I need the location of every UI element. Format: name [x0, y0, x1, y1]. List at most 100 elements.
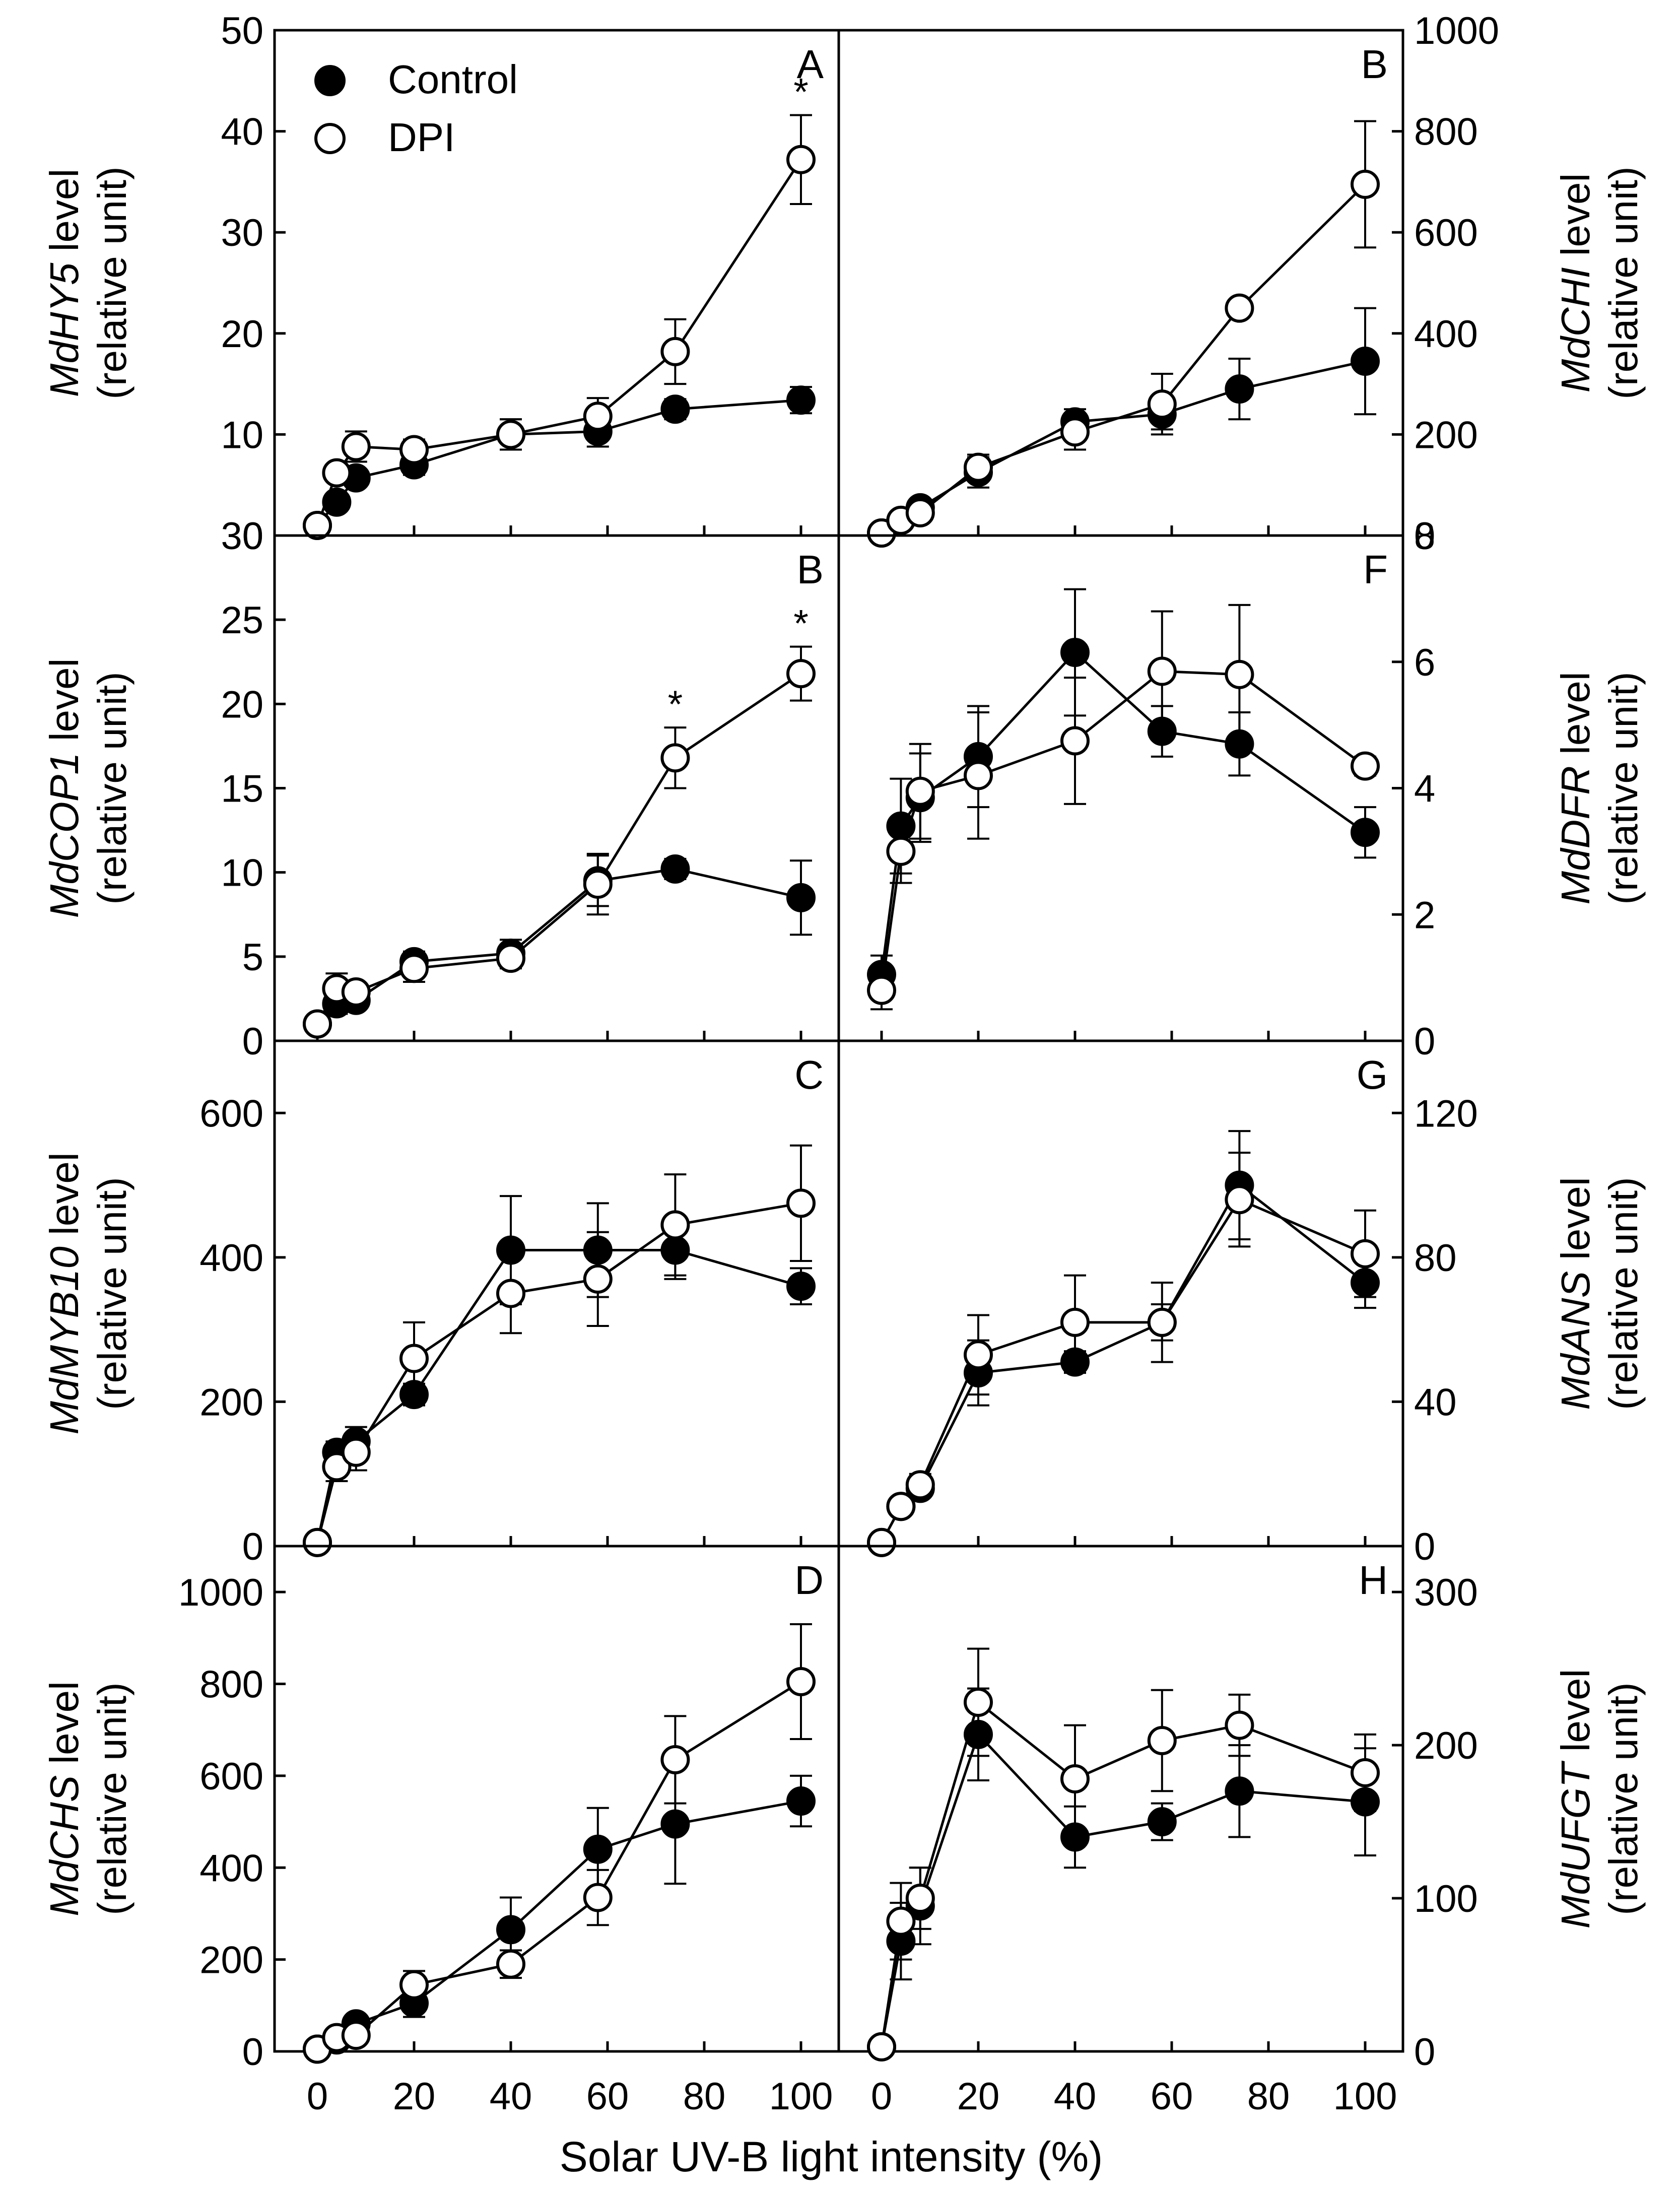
y-axis-label: MdCOP1 level	[42, 658, 87, 918]
legend-control-label: Control	[388, 57, 518, 102]
y-axis-label-gene: MdANS	[1553, 1271, 1598, 1410]
series-line	[316, 1680, 802, 2050]
x-tick-label: 60	[1151, 2075, 1193, 2118]
panel-frame	[837, 29, 1404, 537]
y-tick-label: 30	[221, 515, 263, 558]
legend-dpi-marker	[314, 123, 346, 154]
y-axis-label-unit: (relative unit)	[1601, 1177, 1646, 1410]
y-tick-label: 8	[1414, 515, 1435, 558]
y-tick-label: 4	[1414, 768, 1435, 811]
y-axis-label-suffix: level	[1553, 1669, 1598, 1763]
legend-dpi-label: DPI	[388, 115, 455, 160]
data-point	[496, 420, 525, 449]
series-line	[316, 398, 801, 526]
x-tick-label: 80	[683, 2075, 726, 2118]
data-point	[322, 1452, 352, 1482]
data-point	[660, 394, 690, 424]
y-tick-label: 1000	[178, 1571, 263, 1614]
data-point	[1060, 726, 1090, 756]
data-point	[1147, 656, 1177, 686]
y-tick-label: 30	[221, 212, 263, 254]
data-point	[322, 458, 352, 488]
data-point	[964, 452, 993, 482]
panel-h-mdufgt: 0 100 200 300 MdUFGT level (relative unit) H	[837, 1545, 1646, 2074]
panel-letter: B	[1361, 42, 1388, 87]
y-tick-label: 10	[221, 414, 263, 456]
panel-c-mdmyb10: 0 200 400 600 MdMYB10 level (relative unit) C	[42, 1039, 840, 1568]
series-dpi	[303, 1623, 816, 2064]
panel-f-mddfr: 0 2 4 6 8 MdDFR level (relative unit) F	[837, 515, 1646, 1063]
y-tick-label: 15	[221, 768, 263, 811]
data-point	[867, 975, 896, 1005]
panel-g-mdans: 0 40 80 120 MdANS level (relative unit) G	[837, 1039, 1646, 1568]
data-point	[1351, 1758, 1380, 1787]
y-axis-label: MdCHI level	[1553, 173, 1598, 393]
y-tick-label: 600	[199, 1092, 263, 1135]
y-axis-label-gene: MdCOP1	[42, 752, 87, 918]
y-axis-label-unit: (relative unit)	[90, 1177, 135, 1410]
data-point	[399, 1344, 429, 1373]
series-dpi	[867, 1152, 1380, 1557]
data-point	[660, 1210, 690, 1240]
data-point	[341, 977, 371, 1007]
y-tick-label: 0	[1414, 1525, 1435, 1568]
data-point	[1147, 1807, 1177, 1837]
data-point	[1147, 389, 1177, 419]
data-point	[496, 944, 525, 973]
data-point	[867, 2032, 896, 2061]
x-axis-label: Solar UV-B light intensity (%)	[560, 2133, 1103, 2180]
y-axis-label-suffix: level	[42, 658, 87, 753]
significance-marker: *	[668, 683, 683, 726]
data-point	[1351, 751, 1380, 781]
y-axis-label: MdDFR level	[1553, 672, 1598, 904]
y-tick-label: 800	[199, 1663, 263, 1706]
y-tick-label: 20	[221, 313, 263, 356]
series-control	[303, 854, 816, 1039]
y-tick-label: 400	[199, 1237, 263, 1280]
data-point	[964, 1688, 993, 1717]
series-dpi	[303, 1144, 816, 1557]
data-point	[496, 1949, 525, 1979]
data-point	[786, 1188, 816, 1218]
y-axis-label-gene: MdUFGT	[1553, 1760, 1598, 1928]
y-axis-label-unit: (relative unit)	[90, 166, 135, 399]
data-point	[886, 1906, 916, 1936]
y-axis-label-suffix: level	[42, 1152, 87, 1246]
data-point	[583, 1883, 613, 1912]
y-tick-label: 0	[1414, 1020, 1435, 1063]
series-dpi	[303, 114, 816, 540]
series-line	[880, 1183, 1366, 1544]
data-point	[660, 337, 690, 366]
data-point	[1060, 1764, 1090, 1793]
x-tick-label: 60	[586, 2075, 629, 2118]
y-axis-label-suffix: level	[42, 169, 87, 263]
y-tick-label: 200	[199, 1381, 263, 1424]
y-tick-label: 100	[1414, 1878, 1478, 1920]
y-axis-label: MdHY5 level	[42, 169, 87, 397]
data-point	[660, 743, 690, 773]
data-point	[1060, 1307, 1090, 1337]
y-axis-label-unit: (relative unit)	[90, 672, 135, 904]
y-tick-label: 0	[242, 2031, 263, 2074]
series-control	[867, 588, 1380, 994]
data-point	[303, 1009, 332, 1039]
y-tick-label: 40	[1414, 1381, 1457, 1424]
panel-frame	[273, 1545, 840, 2053]
panel-b-mdchi: 0 200 400 600 800 1000 MdCHI level (relative un…	[837, 10, 1646, 558]
data-point	[341, 432, 371, 461]
y-axis-label-gene: MdDFR	[1553, 766, 1598, 905]
panel-letter: G	[1357, 1052, 1388, 1097]
y-tick-label: 80	[1414, 1237, 1457, 1280]
series-control	[867, 307, 1380, 548]
series-control	[867, 1130, 1380, 1557]
y-tick-label: 200	[199, 1939, 263, 1982]
data-point	[905, 498, 935, 527]
panel-frame	[273, 534, 840, 1042]
y-tick-label: 600	[1414, 212, 1478, 254]
y-axis-label-suffix: level	[1553, 672, 1598, 766]
x-tick-label: 20	[393, 2075, 436, 2118]
y-tick-label: 0	[242, 515, 263, 558]
y-tick-label: 2	[1414, 894, 1435, 937]
y-tick-label: 0	[242, 1020, 263, 1063]
y-tick-label: 400	[1414, 313, 1478, 356]
